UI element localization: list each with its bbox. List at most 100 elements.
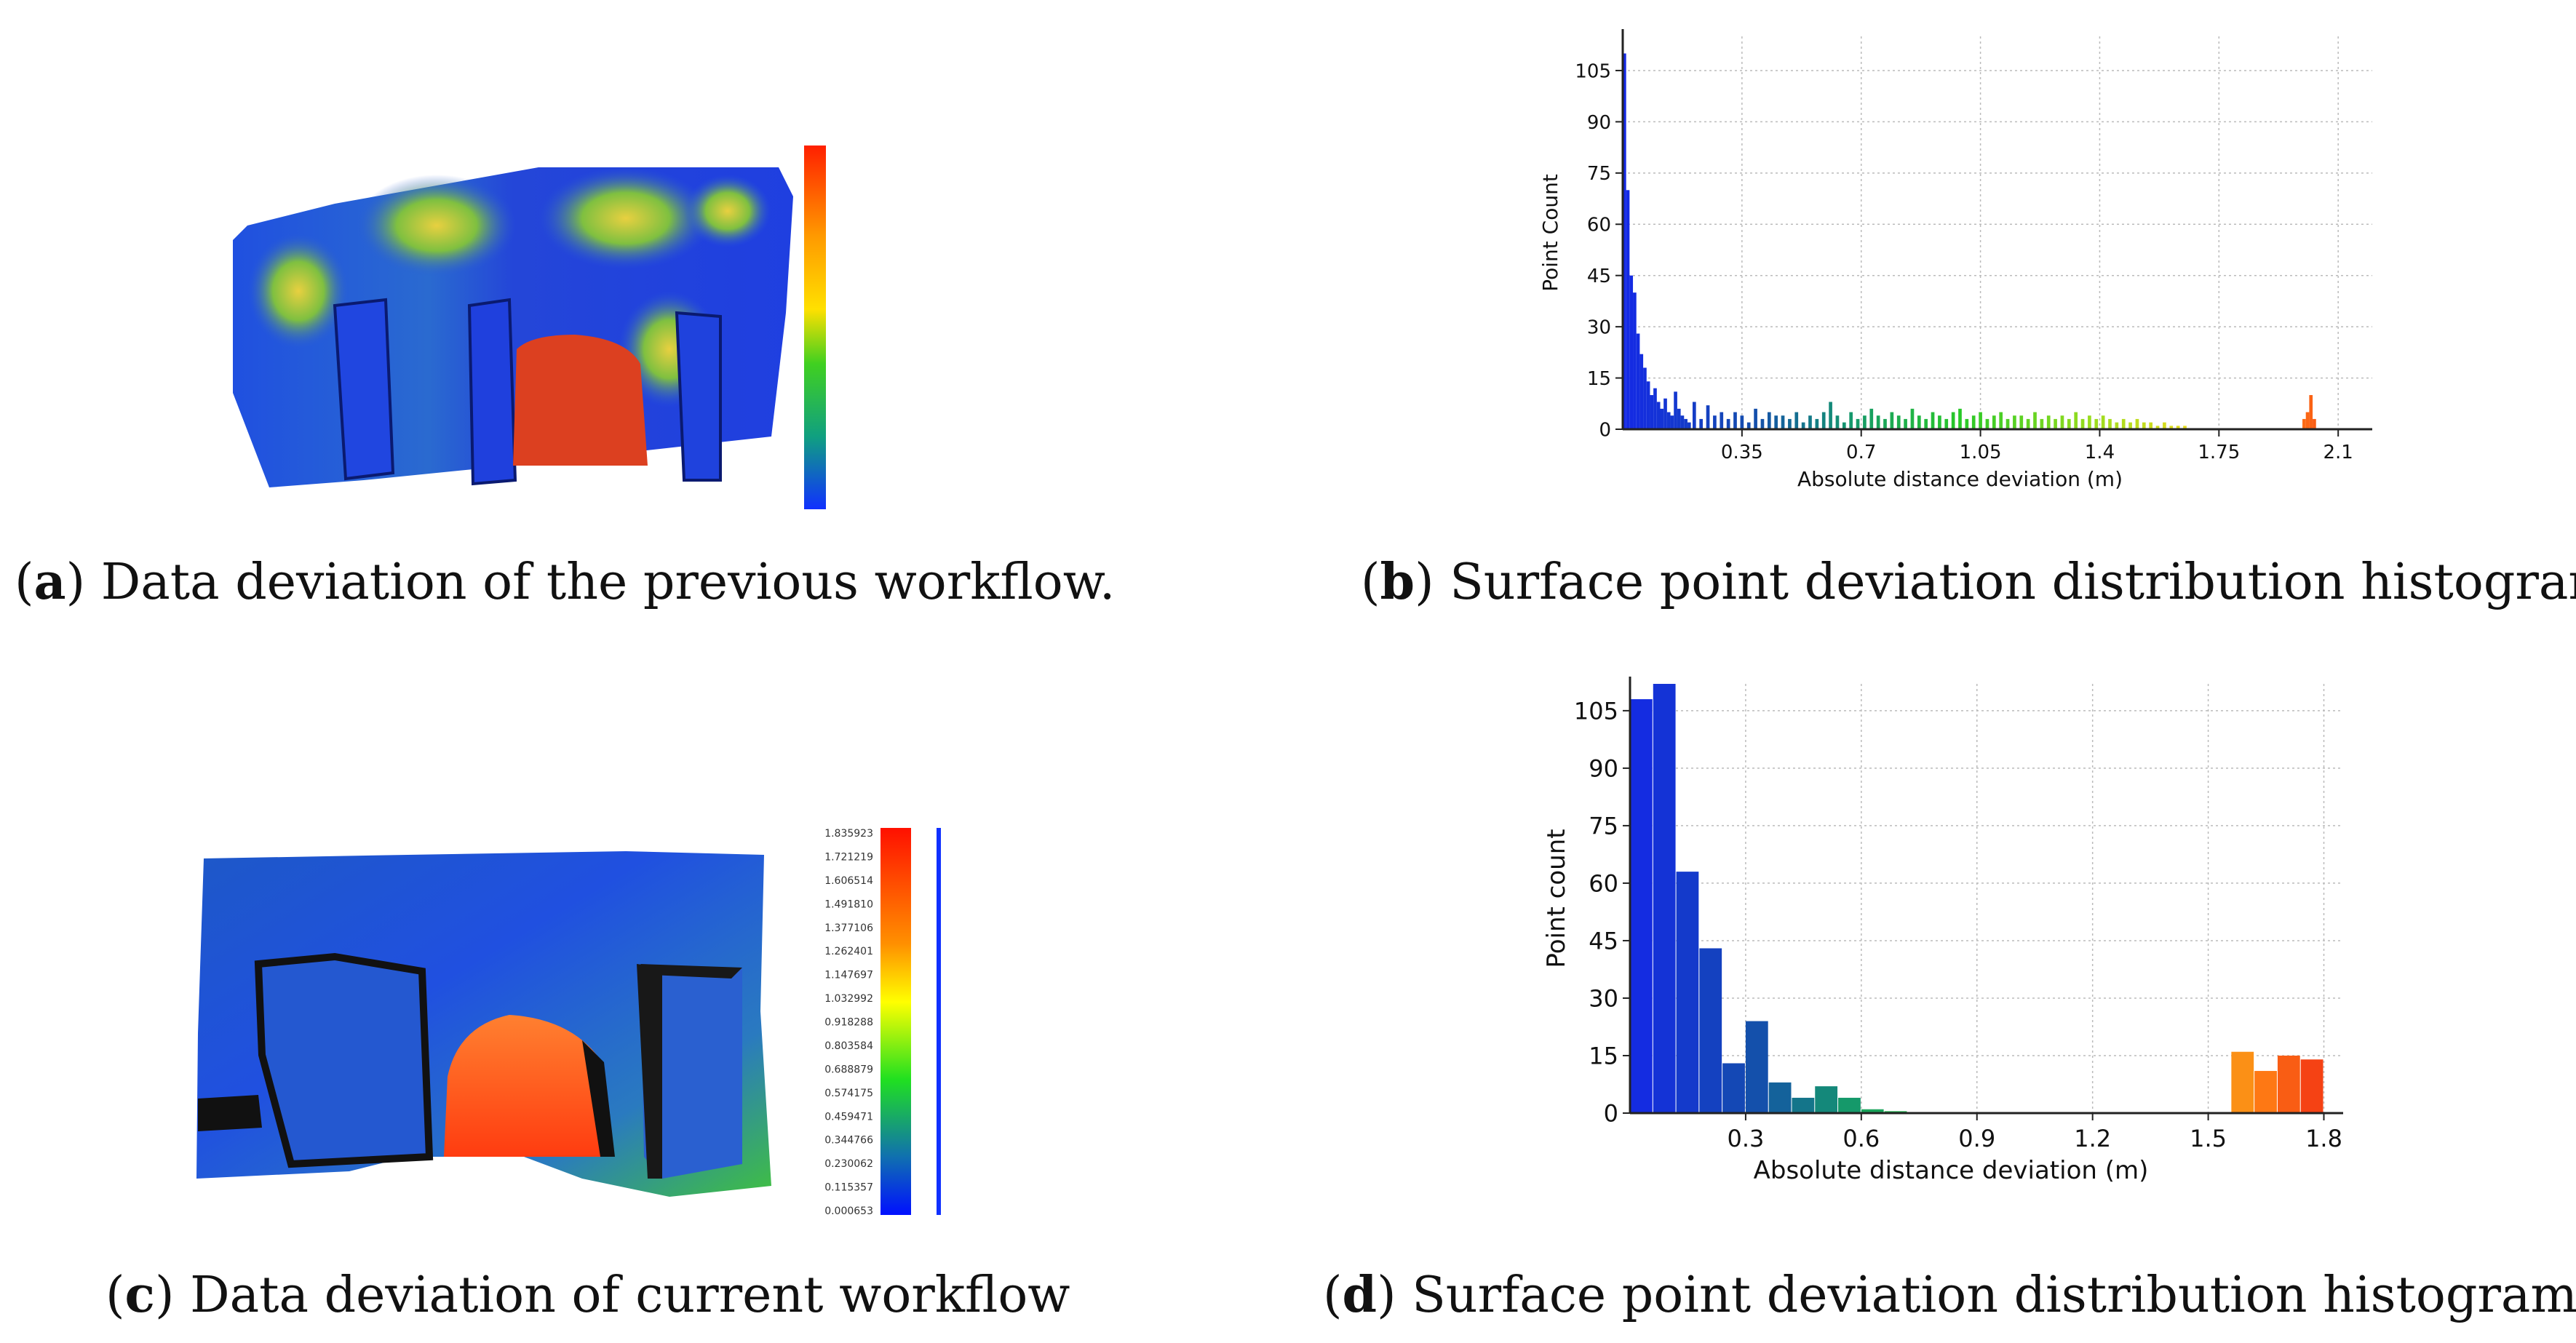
x-tick-label: 0.35 <box>1721 442 1763 463</box>
histogram-bar <box>1835 415 1840 429</box>
histogram-bar <box>1626 190 1630 429</box>
histogram-bar <box>1677 408 1681 429</box>
histogram-bar <box>1792 1097 1815 1113</box>
panel-a-deviation-model <box>218 131 873 538</box>
histogram-bar <box>1904 418 1907 429</box>
histogram-bar <box>1745 1021 1768 1113</box>
y-tick-label: 0 <box>1604 1100 1618 1128</box>
x-tick-label: 1.05 <box>1960 442 2002 463</box>
histogram-bar <box>2305 412 2310 429</box>
y-tick-label: 30 <box>1587 316 1611 338</box>
histogram-bar <box>1643 367 1647 429</box>
histogram-bar <box>1726 418 1730 429</box>
histogram-bar <box>2046 415 2051 429</box>
histogram-bar <box>2101 415 2105 429</box>
histogram-bar <box>1910 408 1915 429</box>
y-tick-label: 45 <box>1589 927 1618 955</box>
histogram-bar <box>1760 418 1765 429</box>
x-tick-label: 1.8 <box>2305 1125 2342 1152</box>
panel-c-deviation-model: 1.835923 1.721219 1.606514 1.491810 1.377106… <box>189 815 961 1230</box>
histogram-bar <box>1944 418 1949 429</box>
histogram-bar <box>2155 426 2160 429</box>
histogram-bar <box>1863 415 1867 429</box>
histogram-bar <box>1869 408 1874 429</box>
histogram-bar <box>2005 418 2010 429</box>
histogram-bar <box>1684 418 1687 429</box>
y-tick-label: 75 <box>1587 163 1611 185</box>
histogram-bar <box>1924 418 1928 429</box>
colorbar-tick-label: 0.803584 <box>824 1040 873 1052</box>
histogram-bar <box>2026 418 2030 429</box>
caption-a: (a) Data deviation of the previous workf… <box>15 553 1116 611</box>
histogram-bar <box>1781 415 1785 429</box>
y-tick-label: 90 <box>1587 112 1611 134</box>
histogram-bar <box>1623 53 1626 429</box>
histogram-bar <box>1856 418 1860 429</box>
y-tick-label: 60 <box>1587 215 1611 236</box>
colorbar-tick-label: 1.147697 <box>824 970 873 981</box>
histogram-bar <box>1663 398 1667 429</box>
colorbar-tick-label: 0.344766 <box>824 1135 873 1147</box>
histogram-bar <box>2169 426 2174 429</box>
histogram-bar <box>2060 415 2064 429</box>
histogram-bar <box>1650 395 1654 429</box>
histogram-bar <box>2163 422 2166 429</box>
colorbar-c <box>880 828 911 1215</box>
colorbar-tick-label: 0.000653 <box>824 1205 873 1217</box>
y-tick-label: 0 <box>1599 419 1611 441</box>
histogram-bar <box>1838 1097 1861 1113</box>
histogram-bar <box>1768 1082 1792 1113</box>
current-workflow-model-image: 1.835923 1.721219 1.606514 1.491810 1.377106… <box>196 828 941 1217</box>
histogram-bar <box>2142 422 2146 429</box>
colorbar-tick-label: 0.115357 <box>824 1182 873 1194</box>
x-axis-label: Absolute distance deviation (m) <box>1797 467 2123 491</box>
y-tick-label: 15 <box>1587 368 1611 390</box>
histogram-bar <box>1842 422 1846 429</box>
histogram-bar <box>1646 381 1650 429</box>
colorbar-tick-label: 0.459471 <box>824 1111 873 1123</box>
y-tick-label: 75 <box>1589 812 1618 840</box>
histogram-bar <box>1801 422 1805 429</box>
histogram-bar <box>1931 412 1935 429</box>
histogram-bar <box>1896 415 1901 429</box>
histogram-bar <box>1720 412 1724 429</box>
y-tick-label: 105 <box>1575 60 1611 82</box>
x-tick-label: 0.3 <box>1727 1125 1764 1152</box>
histogram-bar <box>2313 418 2316 429</box>
histogram-bar <box>2054 418 2057 429</box>
histogram-bar <box>2013 415 2016 429</box>
x-tick-label: 0.9 <box>1958 1125 1995 1152</box>
histogram-bar <box>1861 1109 1884 1113</box>
histogram-bar <box>2080 418 2085 429</box>
histogram-bar <box>2149 422 2153 429</box>
y-tick-label: 15 <box>1589 1043 1618 1070</box>
histogram-bar <box>2176 426 2180 429</box>
x-tick-label: 0.6 <box>1842 1125 1880 1152</box>
histogram-bar <box>1629 275 1634 429</box>
histogram-bar <box>1965 418 1969 429</box>
histogram-bar <box>1713 415 1717 429</box>
histogram-bar <box>1938 415 1941 429</box>
histogram-bar <box>1740 415 1744 429</box>
histogram-bar <box>1794 412 1799 429</box>
histogram-bar <box>1699 418 1704 429</box>
histogram-bar <box>1890 412 1894 429</box>
histogram-bar <box>1808 415 1812 429</box>
histogram-bar <box>1815 418 1819 429</box>
y-tick-label: 60 <box>1589 869 1618 897</box>
histogram-bar <box>1692 402 1696 429</box>
colorbar-a <box>804 146 826 509</box>
colorbar-tick-label: 0.230062 <box>824 1158 873 1170</box>
colorbar-tick-label: 1.377106 <box>824 922 873 934</box>
histogram-bar <box>1999 412 2003 429</box>
histogram-bar <box>2033 412 2037 429</box>
histogram-bar <box>1722 1063 1745 1113</box>
histogram-bar <box>1733 412 1737 429</box>
histogram-bar <box>1670 415 1674 429</box>
histogram-bar <box>1687 422 1691 429</box>
caption-b: (b) Surface point deviation distribution… <box>1361 553 2576 611</box>
histogram-bar <box>1815 1086 1838 1113</box>
histogram-bar <box>2277 1055 2300 1113</box>
histogram-bar <box>1653 684 1676 1113</box>
histogram-bar <box>1985 418 1989 429</box>
